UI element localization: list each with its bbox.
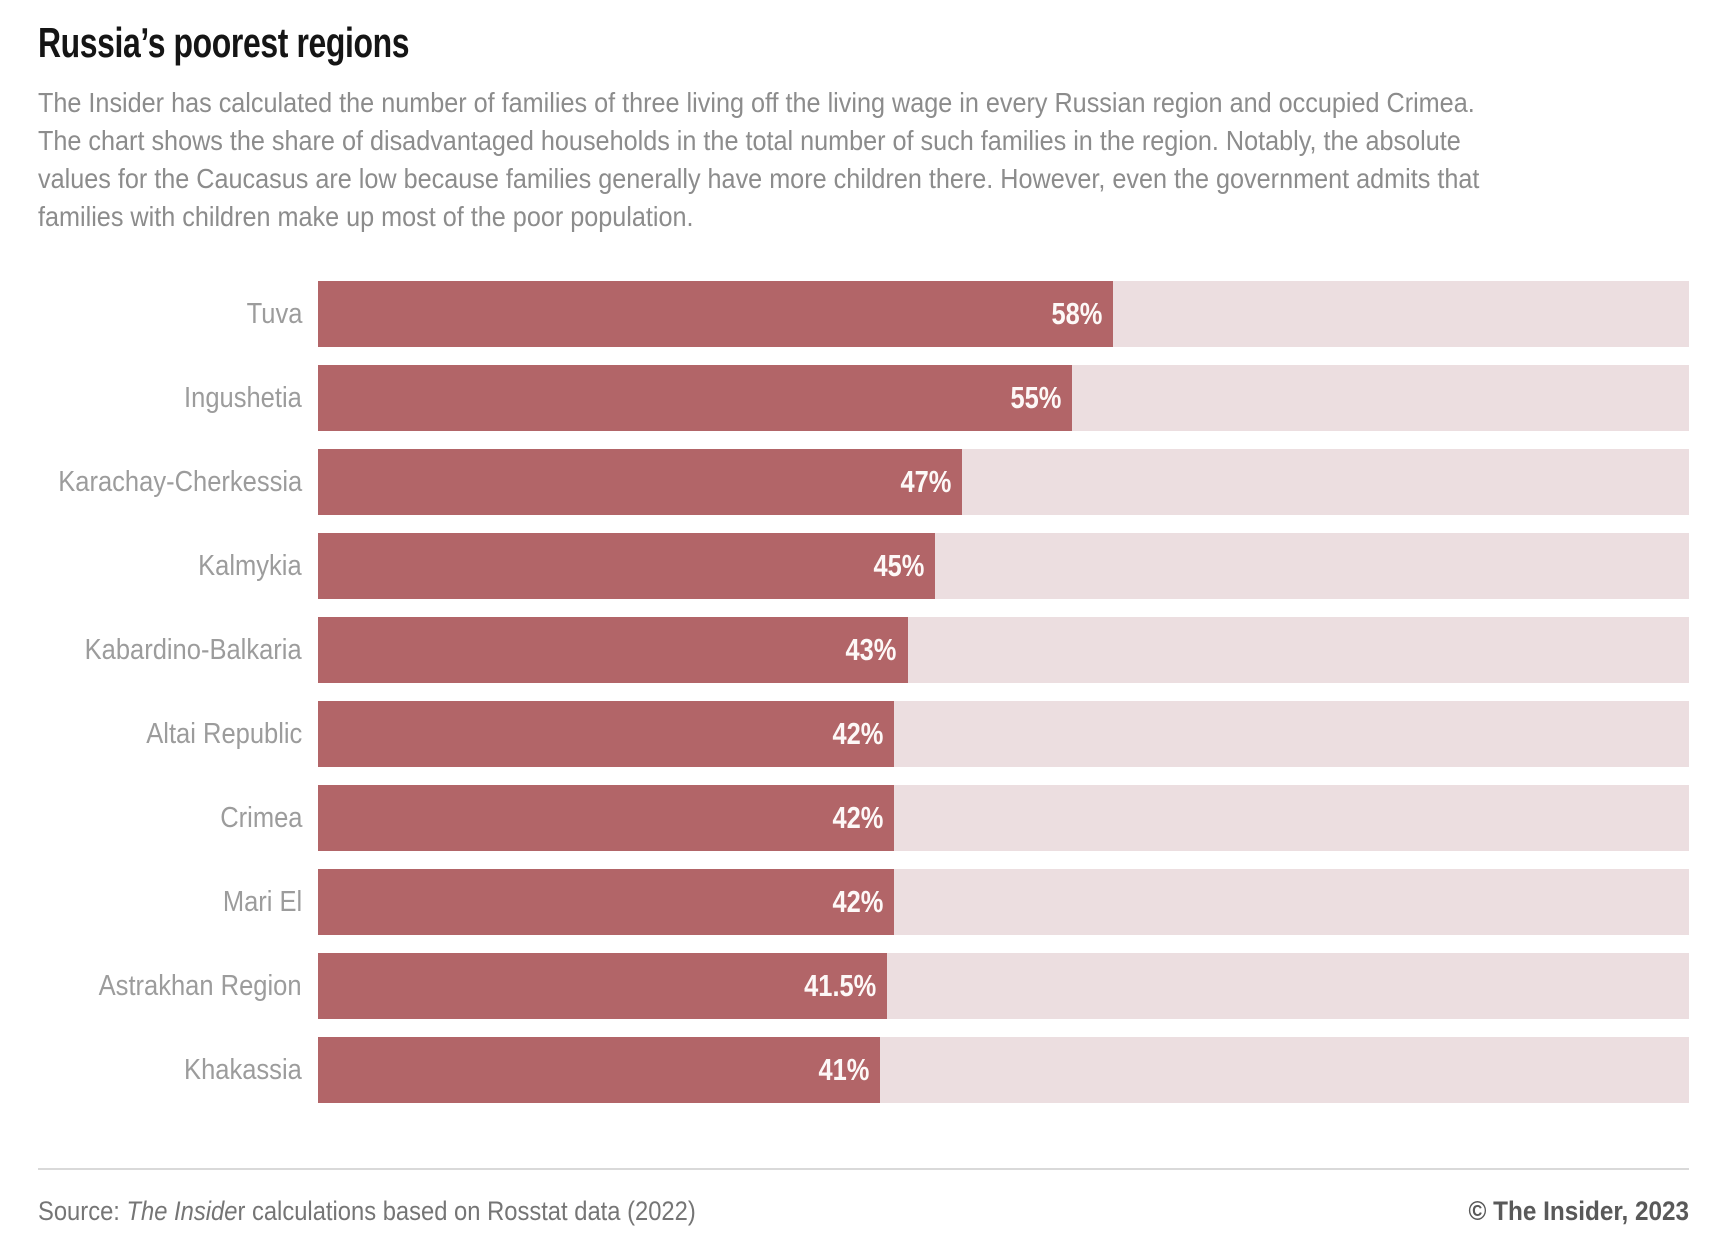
bar-value-label: 55% xyxy=(1010,380,1062,415)
chart-row: Astrakhan Region 41.5% xyxy=(38,953,1689,1019)
region-label-text: Altai Republic xyxy=(145,717,302,750)
bar-track: 43% xyxy=(318,617,1689,683)
bar-track: 45% xyxy=(318,533,1689,599)
region-label: Altai Republic xyxy=(38,701,318,767)
description-line: values for the Caucasus are low because … xyxy=(38,163,1480,194)
bar-fill: 43% xyxy=(318,617,908,683)
chart-row: Tuva 58% xyxy=(38,281,1689,347)
bar-fill: 47% xyxy=(318,449,963,515)
region-label: Kabardino-Balkaria xyxy=(38,617,318,683)
bar-value-label: 47% xyxy=(900,464,952,499)
bar-value-label: 45% xyxy=(873,548,925,583)
description-line: The chart shows the share of disadvantag… xyxy=(38,125,1461,156)
bar-value-label: 43% xyxy=(845,632,897,667)
bar-fill: 41.5% xyxy=(318,953,887,1019)
chart-row: Khakassia 41% xyxy=(38,1037,1689,1103)
bar-fill: 55% xyxy=(318,365,1073,431)
region-label-text: Astrakhan Region xyxy=(99,969,302,1002)
source-prefix: Source: xyxy=(38,1196,127,1226)
region-label-text: Khakassia xyxy=(184,1053,302,1086)
source-credit: Source: The Insider calculations based o… xyxy=(38,1196,696,1227)
bar-track: 41% xyxy=(318,1037,1689,1103)
chart-row: Altai Republic 42% xyxy=(38,701,1689,767)
bar-value-label: 41.5% xyxy=(804,968,877,1003)
bar-fill: 58% xyxy=(318,281,1114,347)
page-title: Russia’s poorest regions xyxy=(38,18,1689,68)
bar-value-label: 42% xyxy=(832,716,884,751)
description-line: The Insider has calculated the number of… xyxy=(38,87,1475,118)
bar-track: 55% xyxy=(318,365,1689,431)
region-label: Ingushetia xyxy=(38,365,318,431)
region-label-text: Tuva xyxy=(246,297,302,330)
bar-track: 42% xyxy=(318,869,1689,935)
region-label-text: Ingushetia xyxy=(184,381,302,414)
chart-row: Ingushetia 55% xyxy=(38,365,1689,431)
region-label: Karachay-Cherkessia xyxy=(38,449,318,515)
source-suffix: r calculations based on Rosstat data (20… xyxy=(237,1196,696,1226)
region-label-text: Kalmykia xyxy=(198,549,302,582)
chart-description: The Insider has calculated the number of… xyxy=(38,84,1689,236)
bar-fill: 41% xyxy=(318,1037,881,1103)
chart-row: Mari El 42% xyxy=(38,869,1689,935)
bar-track: 42% xyxy=(318,701,1689,767)
bar-value-label: 42% xyxy=(832,884,884,919)
bar-value-label: 58% xyxy=(1051,296,1103,331)
description-line: families with children make up most of t… xyxy=(38,201,694,232)
region-label: Khakassia xyxy=(38,1037,318,1103)
page-title-text: Russia’s poorest regions xyxy=(38,19,410,66)
bar-fill: 42% xyxy=(318,869,894,935)
bar-chart: Tuva 58% Ingushetia 55% Karachay-Cherkes… xyxy=(38,281,1689,1103)
footer: Source: The Insider calculations based o… xyxy=(38,1170,1689,1227)
bar-fill: 42% xyxy=(318,785,894,851)
bar-track: 42% xyxy=(318,785,1689,851)
region-label: Kalmykia xyxy=(38,533,318,599)
bar-track: 41.5% xyxy=(318,953,1689,1019)
region-label-text: Karachay-Cherkessia xyxy=(58,465,302,498)
chart-row: Kabardino-Balkaria 43% xyxy=(38,617,1689,683)
bar-value-label: 42% xyxy=(832,800,884,835)
region-label: Tuva xyxy=(38,281,318,347)
region-label-text: Crimea xyxy=(219,801,302,834)
source-publication: The Inside xyxy=(126,1196,238,1226)
region-label: Crimea xyxy=(38,785,318,851)
region-label: Astrakhan Region xyxy=(38,953,318,1019)
bar-track: 47% xyxy=(318,449,1689,515)
region-label: Mari El xyxy=(38,869,318,935)
chart-row: Karachay-Cherkessia 47% xyxy=(38,449,1689,515)
bar-fill: 45% xyxy=(318,533,935,599)
copyright-notice: © The Insider, 2023 xyxy=(1468,1196,1689,1226)
bar-fill: 42% xyxy=(318,701,894,767)
footer-divider xyxy=(38,1168,1689,1170)
bar-track: 58% xyxy=(318,281,1689,347)
chart-row: Kalmykia 45% xyxy=(38,533,1689,599)
bar-value-label: 41% xyxy=(818,1052,870,1087)
region-label-text: Mari El xyxy=(222,885,302,918)
chart-row: Crimea 42% xyxy=(38,785,1689,851)
region-label-text: Kabardino-Balkaria xyxy=(84,633,302,666)
